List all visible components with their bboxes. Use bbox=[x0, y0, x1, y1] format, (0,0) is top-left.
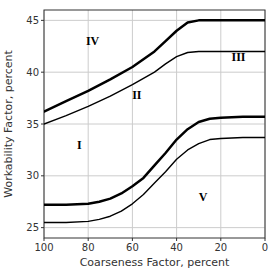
x-tick-label: 0 bbox=[262, 242, 268, 253]
curve bbox=[44, 117, 265, 205]
y-tick bbox=[41, 227, 44, 228]
y-tick bbox=[41, 20, 44, 21]
x-axis-label: Coarseness Factor, percent bbox=[80, 256, 230, 269]
y-tick bbox=[41, 124, 44, 125]
y-tick-label: 40 bbox=[26, 67, 39, 78]
x-tick bbox=[88, 238, 89, 241]
x-tick-label: 100 bbox=[34, 242, 53, 253]
zone-label: III bbox=[231, 50, 245, 64]
x-tick-label: 40 bbox=[170, 242, 183, 253]
x-tick bbox=[176, 238, 177, 241]
y-tick-label: 30 bbox=[26, 170, 39, 181]
x-tick bbox=[44, 238, 45, 241]
y-tick-label: 35 bbox=[26, 119, 39, 130]
plot-frame bbox=[44, 10, 265, 238]
x-tick bbox=[220, 238, 221, 241]
x-tick-label: 80 bbox=[82, 242, 95, 253]
lines bbox=[44, 20, 265, 222]
annotations: IVIIIIIIV bbox=[77, 34, 246, 203]
x-tick-label: 20 bbox=[214, 242, 227, 253]
y-tick-label: 45 bbox=[26, 15, 39, 26]
y-tick-label: 25 bbox=[26, 222, 39, 233]
x-tick bbox=[265, 238, 266, 241]
zone-label: V bbox=[199, 190, 208, 204]
zone-label: I bbox=[77, 138, 82, 152]
x-tick-label: 60 bbox=[126, 242, 139, 253]
y-grid-line bbox=[44, 227, 265, 228]
curve bbox=[44, 137, 265, 222]
y-tick bbox=[41, 72, 44, 73]
axes: 100 80 60 40 20 0 25 30 35 40 45 Coarseness Factor,… bbox=[2, 15, 268, 269]
zone-label: II bbox=[132, 88, 142, 102]
zone-label: IV bbox=[86, 34, 100, 48]
x-tick bbox=[132, 238, 133, 241]
y-tick bbox=[41, 175, 44, 176]
y-grid-line bbox=[44, 124, 265, 125]
curve bbox=[44, 20, 265, 111]
chart: 100 80 60 40 20 0 25 30 35 40 45 Coarseness Factor,… bbox=[0, 0, 275, 272]
y-axis-label: Workability Factor, percent bbox=[2, 49, 15, 197]
grid bbox=[44, 10, 265, 238]
y-grid-line bbox=[44, 175, 265, 176]
